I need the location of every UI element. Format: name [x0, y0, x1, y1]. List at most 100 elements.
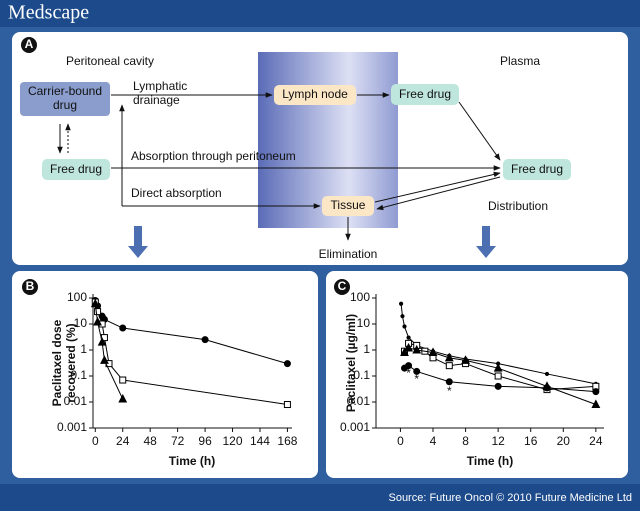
marker [445, 378, 453, 386]
x-tick-label: 16 [524, 434, 538, 448]
edge-label: Elimination [319, 247, 378, 261]
panel-label: B [26, 279, 35, 293]
x-tick-label: 8 [462, 434, 469, 448]
edge-label: Distribution [488, 199, 548, 213]
node-label: Lymph node [282, 87, 348, 101]
y-tick-label: 0.1 [353, 368, 370, 382]
marker [413, 367, 421, 375]
y-tick-label: 0.01 [347, 394, 371, 408]
marker [283, 401, 291, 409]
x-tick-label: 48 [144, 434, 158, 448]
panel-label: C [338, 279, 347, 293]
node-label: Carrier-bound [28, 84, 102, 98]
x-tick-label: 4 [430, 434, 437, 448]
edge-label: drainage [133, 93, 180, 107]
panel-label-bg [334, 279, 350, 295]
marker [428, 347, 438, 357]
y-tick-label: 0.01 [64, 394, 88, 408]
node-label: Free drug [50, 162, 102, 176]
x-tick-label: 168 [277, 434, 297, 448]
y-axis-label: Paclitaxel dose [50, 319, 64, 406]
marker [445, 362, 453, 370]
marker [283, 360, 291, 368]
marker [444, 352, 454, 362]
node [42, 159, 110, 180]
header-bar [0, 0, 640, 27]
edge-label: Lymphatic [133, 79, 187, 93]
x-tick-label: 24 [589, 434, 603, 448]
marker [493, 363, 503, 372]
annotation: * [447, 384, 452, 398]
marker [592, 388, 600, 396]
marker [93, 316, 102, 326]
marker [119, 376, 127, 384]
y-tick-label: 0.001 [57, 420, 87, 434]
marker [201, 336, 209, 344]
y-axis-label: Paclitaxel (µg/ml) [344, 314, 358, 412]
marker [543, 384, 551, 392]
node [20, 82, 110, 116]
y-tick-label: 1 [363, 342, 370, 356]
x-axis-label: Time (h) [169, 454, 215, 468]
y-tick-label: 10 [74, 316, 88, 330]
marker [494, 382, 502, 390]
marker [412, 344, 422, 354]
node [274, 85, 356, 105]
x-tick-label: 0 [397, 434, 404, 448]
node [322, 196, 374, 216]
y-tick-label: 0.1 [70, 368, 87, 382]
marker [400, 347, 409, 357]
brand: Medscape [8, 2, 89, 24]
panel-c [326, 271, 628, 478]
marker [118, 393, 128, 403]
marker [400, 314, 405, 319]
y-axis-label: recovered (%) [64, 323, 78, 402]
panel-label-bg [21, 37, 37, 53]
panel-b [12, 271, 318, 478]
marker [94, 308, 102, 316]
marker [100, 355, 109, 364]
marker [404, 342, 413, 352]
annotation: * [406, 366, 411, 380]
edge-label: Absorption through peritoneum [131, 149, 296, 163]
region-label: Plasma [500, 54, 540, 68]
y-tick-label: 100 [67, 290, 87, 304]
node-label: Free drug [399, 87, 451, 101]
marker [97, 337, 107, 346]
footer-bar [0, 484, 640, 511]
marker [402, 324, 407, 329]
source: Source: Future Oncol © 2010 Future Medic… [388, 492, 632, 504]
marker [405, 362, 413, 370]
node [503, 159, 571, 180]
series-line [404, 342, 596, 391]
y-tick-label: 1 [80, 342, 87, 356]
x-axis-label: Time (h) [467, 454, 513, 468]
marker [494, 372, 502, 380]
panel-label-bg [22, 279, 38, 295]
marker [591, 399, 601, 409]
node-label: Tissue [331, 198, 366, 212]
x-tick-label: 24 [116, 434, 130, 448]
annotation: * [414, 372, 419, 386]
x-tick-label: 20 [557, 434, 571, 448]
x-tick-label: 0 [92, 434, 99, 448]
y-tick-label: 0.001 [340, 420, 370, 434]
x-tick-label: 96 [198, 434, 212, 448]
region-label: Peritoneal cavity [66, 54, 154, 68]
x-tick-label: 144 [250, 434, 270, 448]
y-tick-label: 10 [357, 316, 371, 330]
panel-label: A [25, 37, 34, 51]
marker [544, 371, 550, 377]
x-tick-label: 12 [491, 434, 505, 448]
node-label: drug [53, 98, 77, 112]
marker [461, 355, 470, 364]
node-label: Free drug [511, 162, 563, 176]
arrows [57, 92, 501, 258]
edge-label: Direct absorption [131, 186, 222, 200]
marker [406, 335, 411, 340]
marker [398, 301, 404, 306]
x-tick-label: 72 [171, 434, 185, 448]
y-tick-label: 100 [350, 290, 370, 304]
marker [119, 324, 127, 332]
